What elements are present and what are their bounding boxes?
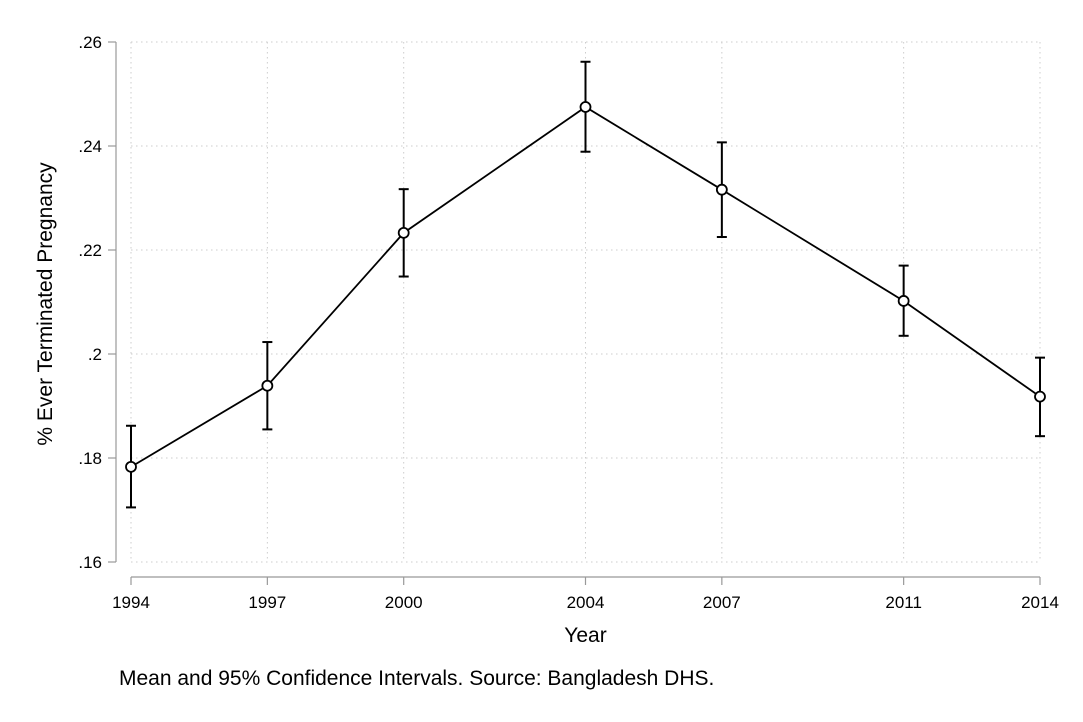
data-point [579,101,592,113]
axes [115,42,1040,578]
x-tick-label: 2014 [1021,593,1059,612]
x-tick-label: 2007 [703,593,741,612]
x-tick-label: 2004 [567,593,605,612]
x-axis-title: Year [564,624,606,647]
y-tick-label: .24 [78,137,102,156]
data-point [125,460,137,473]
x-ticks: 1994 1997 2000 2004 2007 2011 2014 [112,577,1059,612]
data-point [261,379,274,392]
grid-lines [130,41,1041,563]
data-point [897,295,910,307]
error-bars [126,60,1045,509]
y-tick-label: .22 [78,241,102,260]
data-point [1034,390,1046,403]
y-tick-label: .26 [78,33,102,52]
y-axis-title: % Ever Terminated Pregnancy [34,162,57,446]
y-tick-label: .16 [78,553,102,572]
x-tick-label: 2011 [885,593,922,612]
chart-note: Mean and 95% Confidence Intervals. Sourc… [119,667,714,690]
x-tick-label: 1994 [112,593,150,612]
data-points [125,101,1046,473]
y-tick-label: .18 [78,449,102,468]
y-ticks: .16 .18 .2 .22 .24 .26 [78,33,116,572]
data-point [397,226,410,239]
data-point [715,183,728,196]
x-tick-label: 2000 [385,593,423,612]
x-tick-label: 1997 [248,593,286,612]
y-tick-label: .2 [88,345,102,364]
